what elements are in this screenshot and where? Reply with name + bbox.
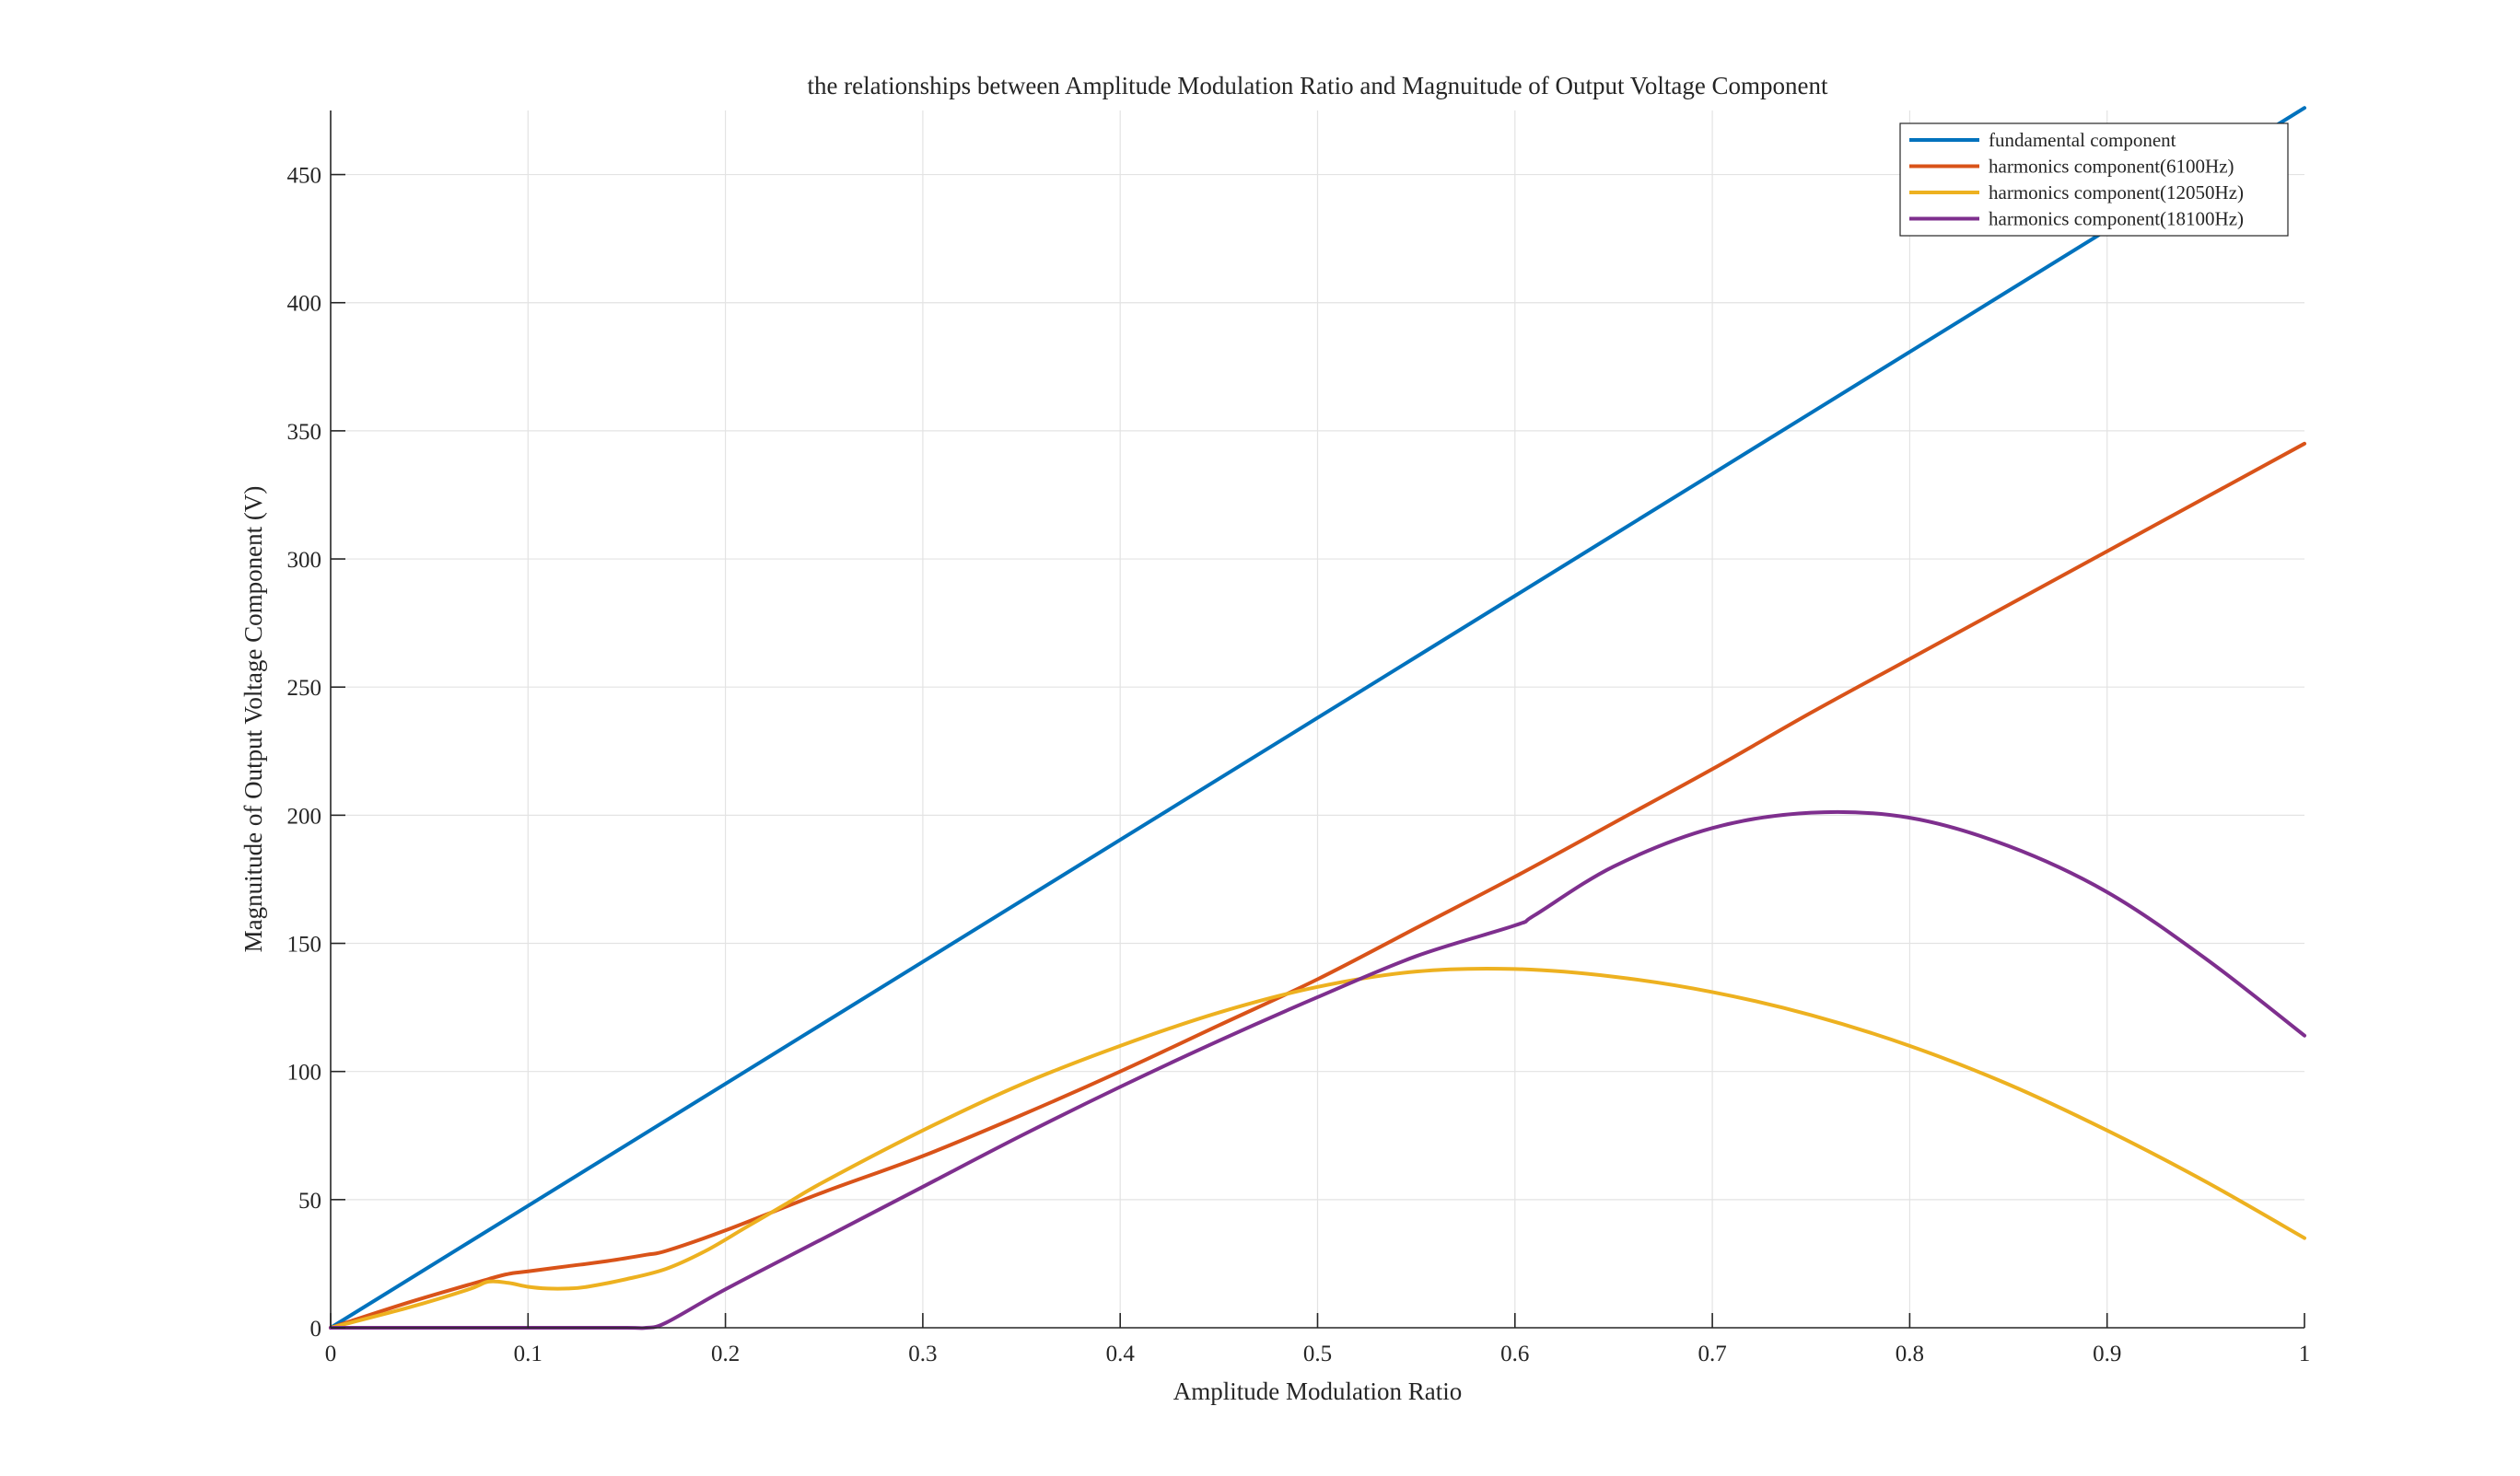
x-tick-label: 1 <box>2299 1342 2311 1366</box>
y-tick-label: 300 <box>287 548 322 573</box>
y-tick-label: 150 <box>287 933 322 958</box>
y-tick-label: 100 <box>287 1061 322 1086</box>
x-tick-label: 0.6 <box>1500 1342 1529 1366</box>
chart-title: the relationships between Amplitude Modu… <box>807 72 1828 99</box>
legend-label-1: fundamental component <box>1989 129 2176 151</box>
legend-label-4: harmonics component(18100Hz) <box>1989 208 2244 230</box>
y-tick-label: 350 <box>287 420 322 445</box>
y-tick-label: 200 <box>287 804 322 829</box>
x-tick-label: 0.1 <box>514 1342 542 1366</box>
x-tick-label: 0.8 <box>1896 1342 1924 1366</box>
legend-label-2: harmonics component(6100Hz) <box>1989 156 2234 178</box>
x-axis-label: Amplitude Modulation Ratio <box>1173 1377 1462 1405</box>
x-tick-label: 0 <box>325 1342 337 1366</box>
y-tick-label: 450 <box>287 164 322 189</box>
x-tick-label: 0.4 <box>1106 1342 1136 1366</box>
x-tick-label: 0.2 <box>711 1342 740 1366</box>
legend: fundamental component harmonics component… <box>1899 122 2289 237</box>
y-tick-label: 250 <box>287 676 322 701</box>
x-tick-label: 0.3 <box>908 1342 937 1366</box>
y-tick-label: 400 <box>287 292 322 317</box>
x-tick-label: 0.9 <box>2093 1342 2121 1366</box>
series-line-3 <box>329 966 2306 1330</box>
tick-labels: 0 0.1 0.2 0.3 0.4 0.5 0.6 0.7 0.8 0.9 1 0 50 100 150 20… <box>287 164 2311 1366</box>
legend-items: fundamental component harmonics component… <box>1909 129 2244 230</box>
y-axis-label: Magnuitude of Output Voltage Component (… <box>239 486 267 953</box>
x-tick-label: 0.5 <box>1303 1342 1332 1366</box>
x-tick-label: 0.7 <box>1698 1342 1726 1366</box>
series-line-2 <box>329 441 2306 1330</box>
legend-label-3: harmonics component(12050Hz) <box>1989 181 2244 203</box>
series-line-1 <box>329 106 2306 1330</box>
y-tick-label: 0 <box>310 1317 322 1342</box>
y-tick-label: 50 <box>298 1189 321 1214</box>
